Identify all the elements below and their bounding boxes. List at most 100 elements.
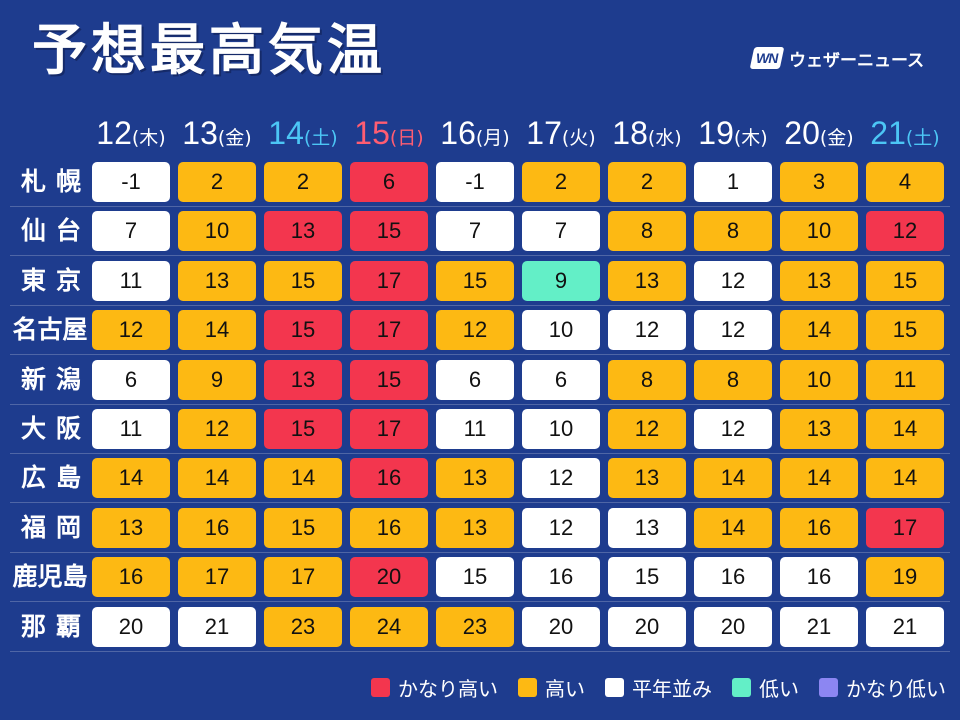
temp-cell: 12 — [608, 409, 686, 449]
day-header: 15(日) — [350, 112, 428, 154]
temp-cell: 13 — [608, 458, 686, 498]
brand-logo-mark: WN — [756, 50, 778, 66]
city-label: 名古屋 — [12, 315, 88, 344]
day-date: 16 — [440, 115, 476, 151]
city-row: 新潟 6 9 13 15 6 6 8 8 10 11 — [0, 360, 960, 400]
row-divider — [10, 502, 950, 503]
temp-cell: 9 — [522, 261, 600, 301]
city-row: 名古屋 12 14 15 17 12 10 12 12 14 15 — [0, 310, 960, 350]
temp-cell: 12 — [436, 310, 514, 350]
city-label: 福岡 — [20, 513, 91, 542]
day-weekday: (火) — [561, 127, 596, 149]
temp-cell: 21 — [866, 607, 944, 647]
day-date: 20 — [784, 115, 820, 151]
legend-swatch — [605, 677, 624, 697]
city-row: 東京 11 13 15 17 15 9 13 12 13 15 — [0, 261, 960, 301]
temp-cell: 15 — [866, 261, 944, 301]
temp-cell: 16 — [780, 557, 858, 597]
temp-cell: 6 — [350, 162, 428, 202]
temp-cell: 14 — [178, 458, 256, 498]
temp-cell: 13 — [608, 261, 686, 301]
legend: かなり高い 高い 平年並み 低い かなり低い — [351, 676, 946, 701]
temp-cell: 14 — [694, 508, 772, 548]
temp-cell: 14 — [866, 409, 944, 449]
row-divider — [10, 305, 950, 306]
day-weekday: (金) — [217, 127, 252, 149]
temp-cell: 10 — [780, 211, 858, 251]
temp-cell: 16 — [178, 508, 256, 548]
temp-cell: 24 — [350, 607, 428, 647]
temp-cell: 7 — [92, 211, 170, 251]
temp-cell: 12 — [694, 310, 772, 350]
day-header: 17(火) — [522, 112, 600, 154]
temp-cell: 10 — [522, 409, 600, 449]
legend-label: 低い — [759, 676, 799, 701]
row-divider — [10, 354, 950, 355]
legend-swatch — [732, 677, 751, 697]
brand-logo-icon: WN — [749, 47, 785, 69]
temp-cell: 16 — [780, 508, 858, 548]
day-header: 16(月) — [436, 112, 514, 154]
temp-cell: 14 — [92, 458, 170, 498]
city-label: 大阪 — [20, 414, 91, 443]
temp-cell: 2 — [178, 162, 256, 202]
temp-cell: 13 — [608, 508, 686, 548]
row-divider — [10, 255, 950, 256]
day-header: 19(木) — [694, 112, 772, 154]
temp-cell: 21 — [780, 607, 858, 647]
legend-label: 高い — [545, 676, 585, 701]
day-weekday: (木) — [733, 127, 768, 149]
temp-cell: 20 — [522, 607, 600, 647]
temp-cell: 13 — [780, 261, 858, 301]
temp-cell: 12 — [522, 458, 600, 498]
legend-swatch — [371, 677, 390, 697]
brand-logo: WN ウェザーニュース — [749, 44, 924, 72]
temp-cell: 16 — [694, 557, 772, 597]
city-label: 札幌 — [20, 167, 91, 196]
temp-cell: 2 — [264, 162, 342, 202]
legend-item-high: 高い — [518, 673, 585, 702]
legend-label: 平年並み — [632, 676, 712, 701]
row-divider — [10, 453, 950, 454]
day-header: 14(土) — [264, 112, 342, 154]
date-header-row: 12(木) 13(金) 14(土) 15(日) 16(月) 17(火) 18(水… — [92, 112, 952, 154]
temp-cell: 2 — [608, 162, 686, 202]
legend-label: かなり低い — [846, 676, 946, 701]
temp-cell: 16 — [350, 458, 428, 498]
day-weekday: (土) — [303, 127, 338, 149]
day-header: 12(木) — [92, 112, 170, 154]
city-label: 鹿児島 — [12, 562, 88, 591]
temp-cell: 12 — [178, 409, 256, 449]
city-row: 鹿児島 16 17 17 20 15 16 15 16 16 19 — [0, 557, 960, 597]
day-weekday: (土) — [905, 127, 940, 149]
city-row: 福岡 13 16 15 16 13 12 13 14 16 17 — [0, 508, 960, 548]
temp-cell: 15 — [264, 310, 342, 350]
row-divider — [10, 552, 950, 553]
temp-cell: 11 — [92, 409, 170, 449]
day-header: 21(土) — [866, 112, 944, 154]
temp-cell: 4 — [866, 162, 944, 202]
temp-cell: 7 — [436, 211, 514, 251]
legend-item-low: 低い — [732, 673, 799, 702]
temp-cell: 16 — [522, 557, 600, 597]
temp-cell: 20 — [350, 557, 428, 597]
day-date: 17 — [526, 115, 562, 151]
temp-cell: 2 — [522, 162, 600, 202]
temp-cell: 14 — [866, 458, 944, 498]
temp-cell: 11 — [436, 409, 514, 449]
temp-cell: 16 — [92, 557, 170, 597]
day-date: 15 — [354, 115, 390, 151]
temp-cell: 15 — [264, 409, 342, 449]
temp-cell: 15 — [264, 261, 342, 301]
temp-cell: 12 — [608, 310, 686, 350]
row-divider — [10, 601, 950, 602]
day-weekday: (木) — [131, 127, 166, 149]
temp-cell: 17 — [866, 508, 944, 548]
temp-cell: 15 — [608, 557, 686, 597]
city-label: 東京 — [20, 266, 91, 295]
temp-cell: 8 — [608, 360, 686, 400]
city-row: 那覇 20 21 23 24 23 20 20 20 21 21 — [0, 607, 960, 647]
temp-cell: 23 — [264, 607, 342, 647]
city-row: 仙台 7 10 13 15 7 7 8 8 10 12 — [0, 211, 960, 251]
temp-cell: 13 — [436, 458, 514, 498]
